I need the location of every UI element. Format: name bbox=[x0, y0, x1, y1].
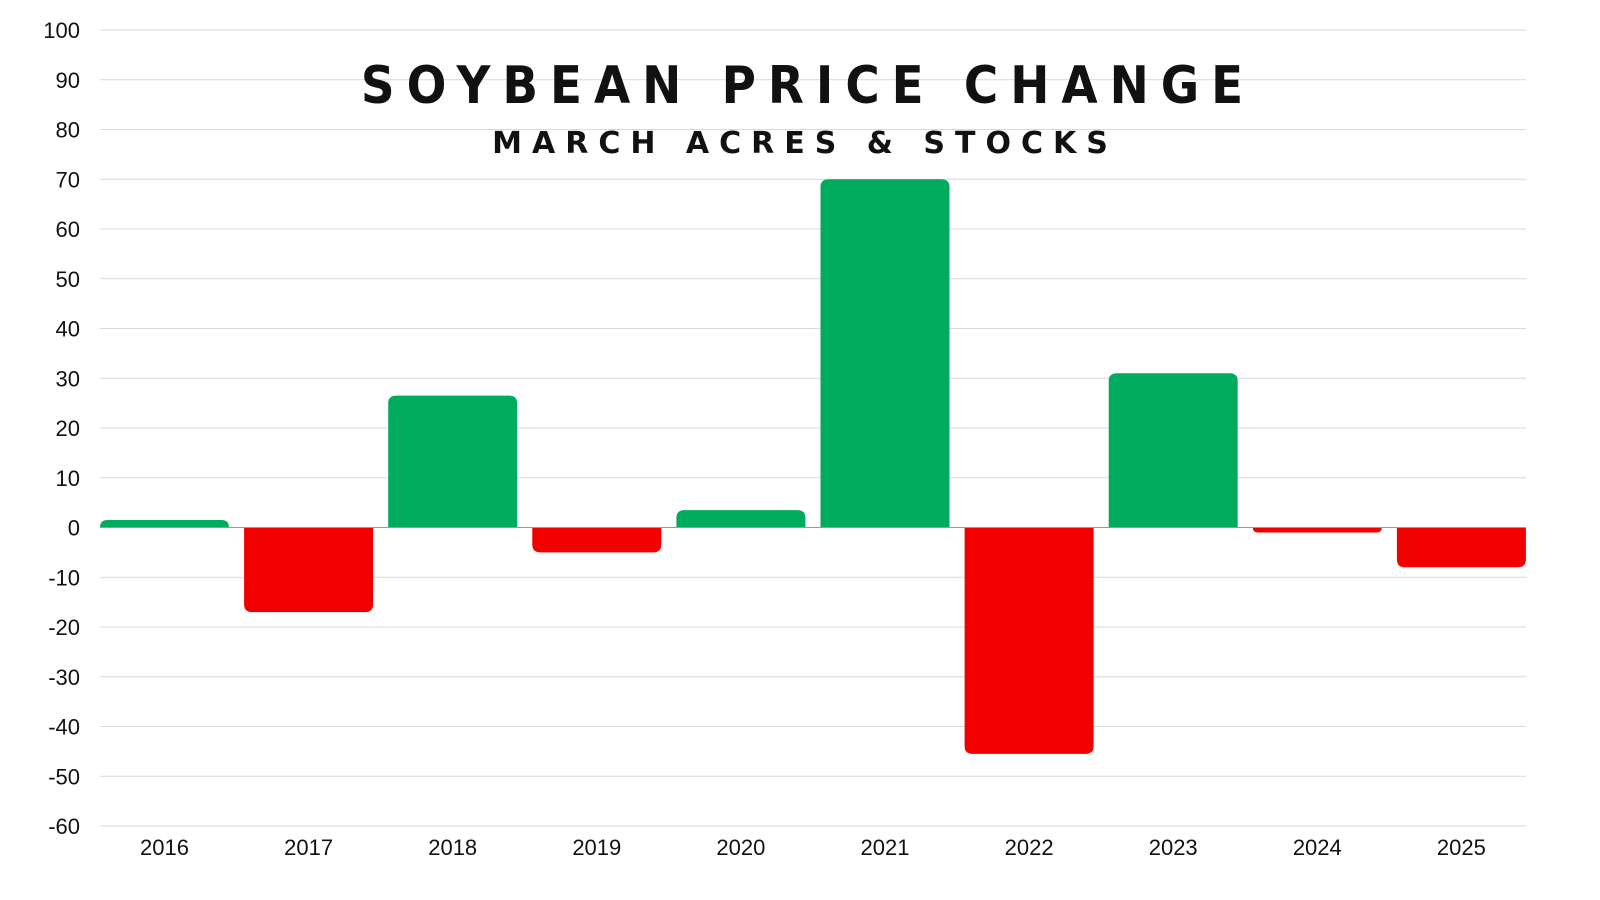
bar-2018 bbox=[388, 395, 518, 528]
y-tick-label: 0 bbox=[68, 516, 80, 541]
y-tick-label: 30 bbox=[56, 366, 80, 391]
y-tick-label: 20 bbox=[56, 416, 80, 441]
x-tick-label: 2022 bbox=[1005, 835, 1054, 860]
x-tick-label: 2020 bbox=[716, 835, 765, 860]
x-tick-label: 2025 bbox=[1437, 835, 1486, 860]
y-tick-label: -50 bbox=[48, 764, 80, 789]
bars bbox=[100, 179, 1526, 754]
bar-2023 bbox=[1108, 373, 1238, 528]
y-tick-label: -60 bbox=[48, 814, 80, 839]
chart-title: SOYBEAN PRICE CHANGE bbox=[361, 56, 1255, 116]
bar-2017 bbox=[244, 527, 374, 613]
x-tick-label: 2019 bbox=[572, 835, 621, 860]
y-tick-label: 40 bbox=[56, 317, 80, 342]
bar-2019 bbox=[532, 527, 662, 553]
y-tick-label: -40 bbox=[48, 715, 80, 740]
x-tick-label: 2023 bbox=[1149, 835, 1198, 860]
x-tick-label: 2016 bbox=[140, 835, 189, 860]
bar-2024 bbox=[1252, 527, 1382, 533]
bar-2020 bbox=[676, 510, 806, 528]
y-tick-label: -10 bbox=[48, 565, 80, 590]
y-tick-label: 10 bbox=[56, 466, 80, 491]
x-tick-label: 2024 bbox=[1293, 835, 1342, 860]
bar-2022 bbox=[964, 527, 1094, 754]
y-tick-label: 90 bbox=[56, 68, 80, 93]
chart-subtitle: MARCH ACRES & STOCKS bbox=[492, 126, 1118, 161]
y-tick-label: -20 bbox=[48, 615, 80, 640]
y-tick-label: 50 bbox=[56, 267, 80, 292]
y-tick-label: -30 bbox=[48, 665, 80, 690]
x-tick-label: 2018 bbox=[428, 835, 477, 860]
y-tick-label: 80 bbox=[56, 118, 80, 143]
y-tick-label: 60 bbox=[56, 217, 80, 242]
bar-2025 bbox=[1396, 527, 1526, 568]
y-tick-label: 70 bbox=[56, 167, 80, 192]
x-tick-label: 2021 bbox=[861, 835, 910, 860]
bar-2016 bbox=[100, 520, 229, 528]
x-tick-label: 2017 bbox=[284, 835, 333, 860]
y-tick-label: 100 bbox=[43, 18, 80, 43]
x-axis-ticks: 2016 2017 2018 2019 2020 2021 2022 2023 2024 2025 bbox=[140, 835, 1486, 860]
bar-2021 bbox=[820, 179, 950, 528]
